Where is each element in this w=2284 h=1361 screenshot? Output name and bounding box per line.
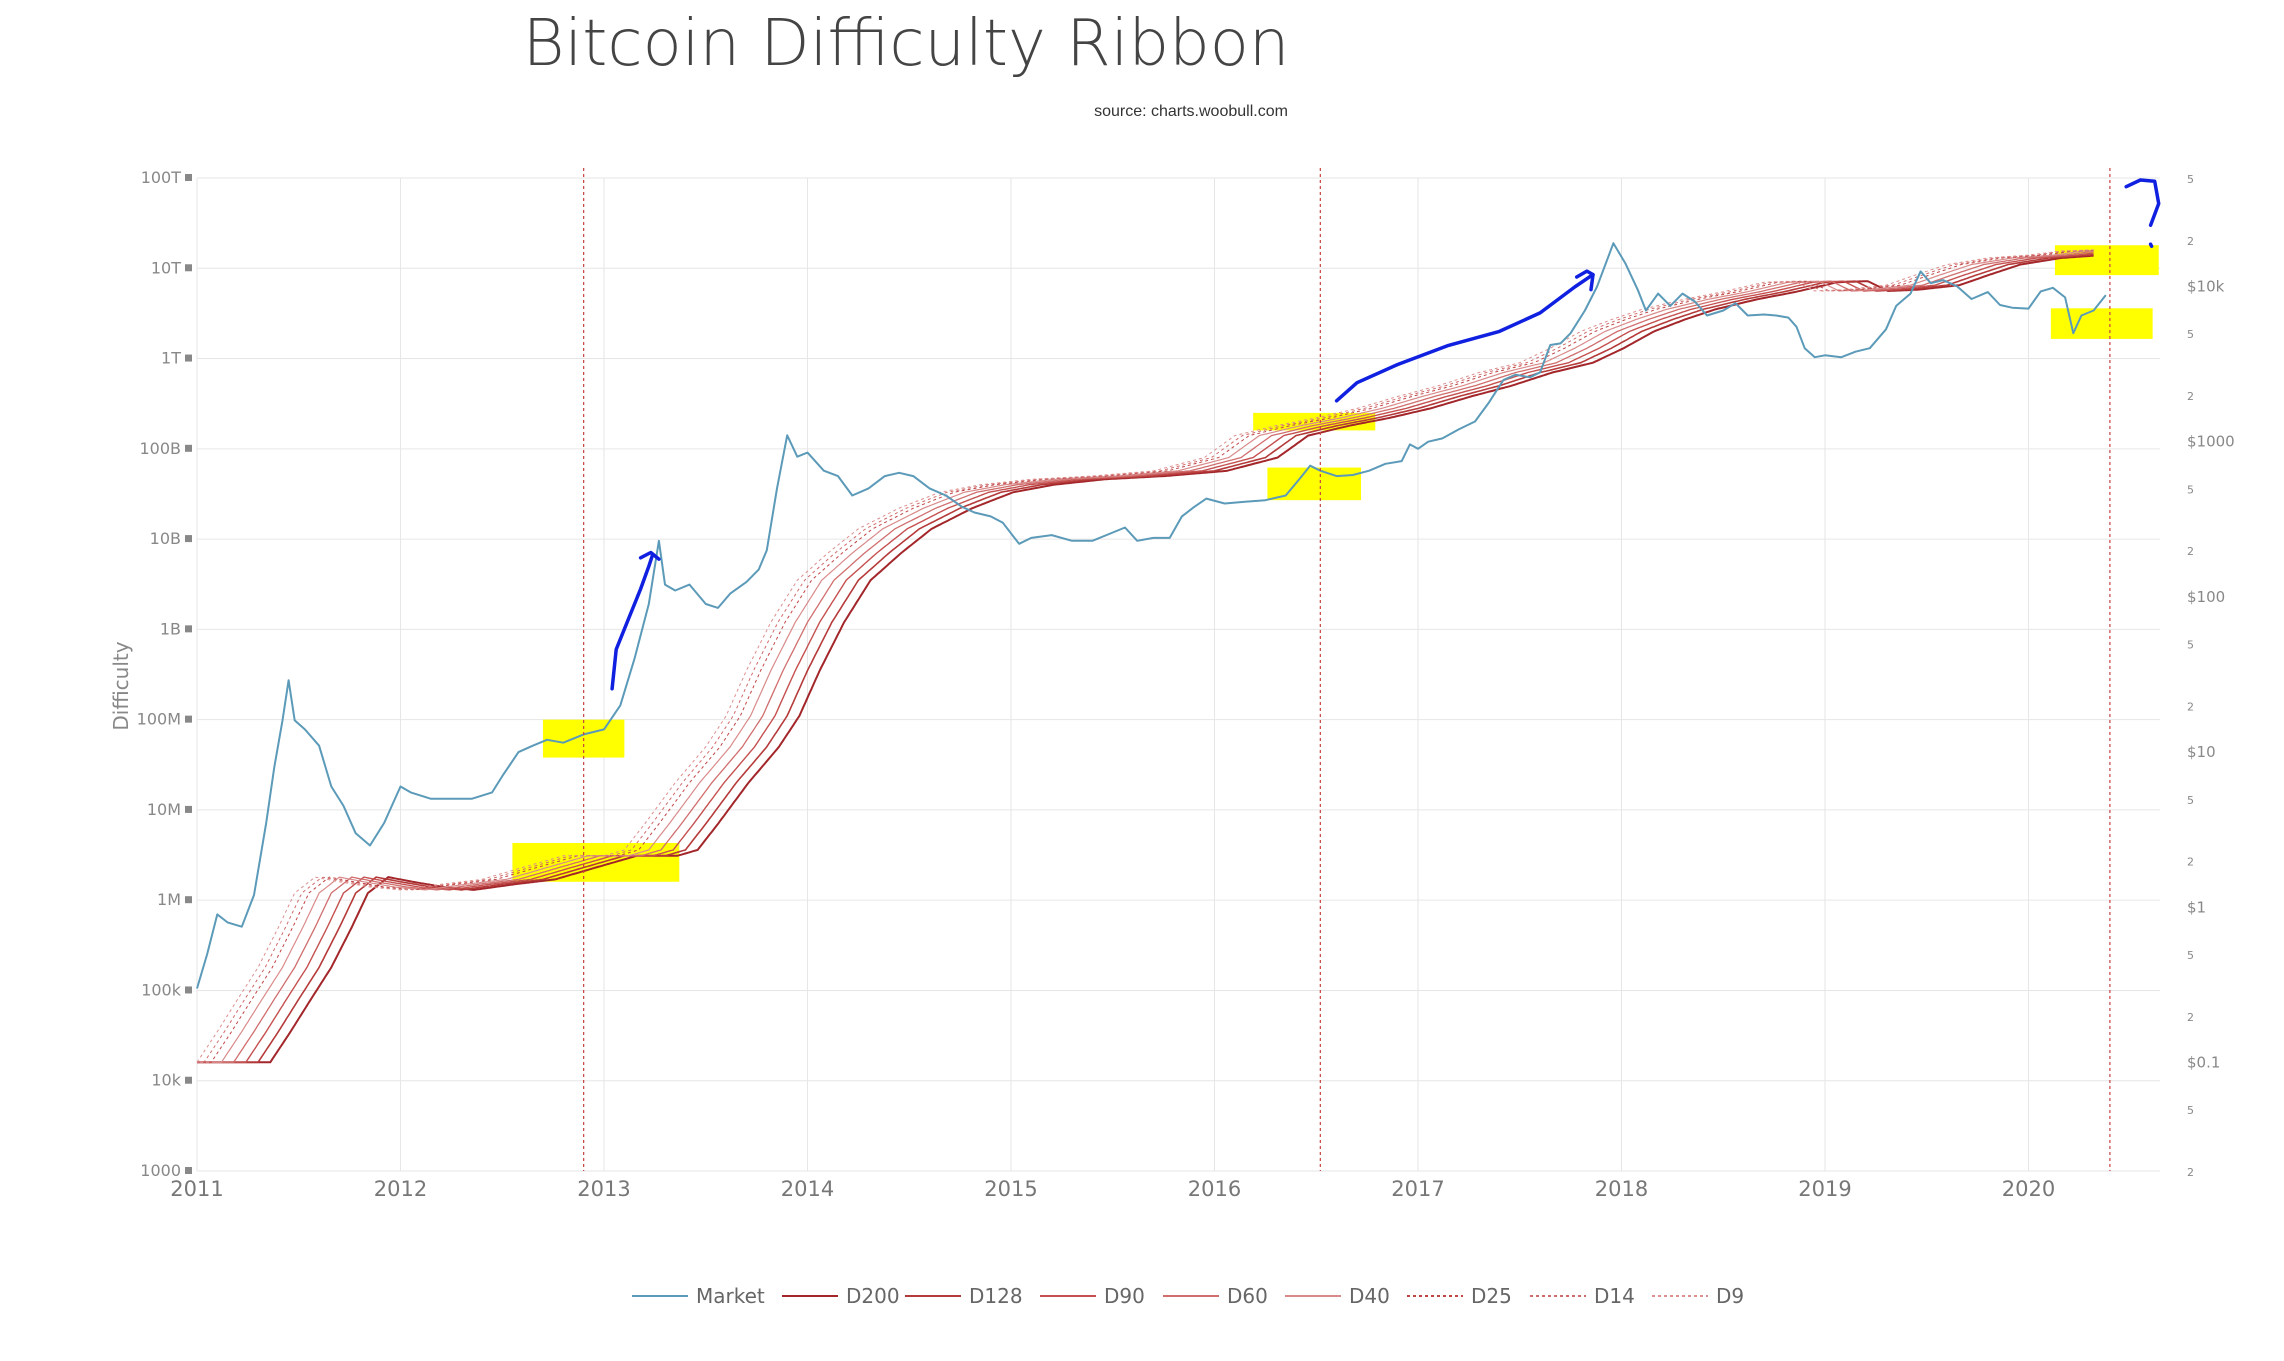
annotation-stroke bbox=[1334, 272, 1595, 403]
y-tick-label: 100M bbox=[137, 710, 181, 729]
y-axis-label: Difficulty bbox=[109, 641, 133, 730]
y-tick-mark bbox=[185, 264, 192, 272]
price-tick-label: $10k bbox=[2187, 277, 2225, 295]
y-tick-label: 1M bbox=[157, 890, 181, 909]
y-tick-mark bbox=[185, 354, 192, 362]
x-tick-label: 2020 bbox=[2002, 1177, 2055, 1201]
price-tick-label: 2 bbox=[2187, 1166, 2194, 1179]
y-tick-label: 10T bbox=[151, 258, 181, 277]
x-tick-label: 2014 bbox=[781, 1177, 834, 1201]
annotation-stroke bbox=[610, 552, 655, 691]
hand-drawn-annotations bbox=[610, 178, 2161, 691]
market-line bbox=[196, 242, 2107, 989]
legend-label: D40 bbox=[1349, 1284, 1390, 1308]
x-tick-label: 2018 bbox=[1595, 1177, 1648, 1201]
x-tick-label: 2011 bbox=[170, 1177, 223, 1201]
legend-label: Market bbox=[696, 1284, 765, 1308]
y-tick-label: 100B bbox=[139, 439, 181, 458]
price-tick-label: 5 bbox=[2187, 794, 2194, 807]
chart-subtitle: source: charts.woobull.com bbox=[1094, 103, 1288, 120]
y-tick-mark bbox=[185, 625, 192, 633]
annotation-stroke bbox=[1574, 269, 1595, 292]
price-tick-label: 2 bbox=[2187, 390, 2194, 403]
y-tick-label: 100k bbox=[141, 980, 182, 999]
market-series bbox=[196, 242, 2107, 989]
ribbon-line-d128 bbox=[197, 253, 2094, 1064]
highlight-box bbox=[2054, 245, 2159, 276]
legend-label: D200 bbox=[846, 1284, 900, 1308]
x-tick-label: 2015 bbox=[984, 1177, 1037, 1201]
difficulty-ribbon bbox=[196, 249, 2094, 1064]
price-tick-label: 5 bbox=[2187, 328, 2194, 341]
grid-lines bbox=[196, 177, 2160, 1172]
legend: Market D200 D128 D90 D60 D40 D25 D14 D9 bbox=[632, 1284, 1744, 1308]
annotation-stroke bbox=[2148, 242, 2154, 249]
x-axis-ticks: 2011 2012 2013 2014 2015 2016 2017 2018 2019 2020 bbox=[170, 1177, 2055, 1201]
y-tick-label: 1B bbox=[160, 619, 181, 638]
vertical-markers bbox=[583, 168, 2111, 1171]
annotation-stroke bbox=[2124, 178, 2161, 227]
ribbon-line-d14 bbox=[197, 249, 2094, 1063]
x-tick-label: 2012 bbox=[374, 1177, 427, 1201]
price-tick-label: 2 bbox=[2187, 700, 2194, 713]
y-tick-label: 10B bbox=[150, 529, 181, 548]
chart-title: Bitcoin Difficulty Ribbon bbox=[523, 7, 1290, 81]
y-tick-mark bbox=[185, 986, 192, 994]
price-tick-label: 5 bbox=[2187, 949, 2194, 962]
ribbon-line-d90 bbox=[197, 252, 2094, 1064]
price-tick-label: $100 bbox=[2187, 588, 2225, 606]
price-axis-ticks: 5 2 $10k 5 2 $1000 5 2 $100 5 2 $10 5 2 $1 5 2 $0.1 5 2 bbox=[2187, 173, 2235, 1179]
y-tick-label: 1T bbox=[161, 349, 181, 368]
price-tick-label: 5 bbox=[2187, 639, 2194, 652]
price-tick-label: 5 bbox=[2187, 483, 2194, 496]
legend-label: D25 bbox=[1471, 1284, 1512, 1308]
x-tick-label: 2016 bbox=[1188, 1177, 1241, 1201]
x-tick-label: 2013 bbox=[577, 1177, 630, 1201]
ribbon-line-d9 bbox=[196, 249, 2094, 1063]
y-tick-mark bbox=[185, 1076, 192, 1084]
annotation-stroke bbox=[638, 550, 661, 561]
legend-label: D14 bbox=[1594, 1284, 1635, 1308]
highlight-boxes bbox=[512, 245, 2159, 882]
price-tick-label: $0.1 bbox=[2187, 1054, 2220, 1072]
x-tick-label: 2017 bbox=[1391, 1177, 1444, 1201]
price-tick-label: 5 bbox=[2187, 1104, 2194, 1117]
highlight-box bbox=[512, 842, 680, 882]
y-tick-mark bbox=[185, 444, 192, 452]
y-tick-mark bbox=[185, 896, 192, 904]
price-tick-label: $1000 bbox=[2187, 433, 2235, 451]
y-axis-ticks: 1000 10k 100k 1M 10M 100M 1B 10B 100B 1T 10T 100T bbox=[137, 168, 192, 1180]
y-tick-label: 1000 bbox=[140, 1161, 181, 1180]
price-tick-label: $10 bbox=[2187, 743, 2216, 761]
y-tick-mark bbox=[185, 174, 192, 181]
ribbon-line-d60 bbox=[197, 250, 2094, 1063]
x-tick-label: 2019 bbox=[1798, 1177, 1851, 1201]
legend-label: D90 bbox=[1104, 1284, 1145, 1308]
price-tick-label: 2 bbox=[2187, 235, 2194, 248]
y-tick-mark bbox=[185, 535, 192, 543]
ribbon-line-d40 bbox=[197, 250, 2094, 1063]
y-tick-label: 10M bbox=[147, 800, 181, 819]
highlight-box bbox=[2050, 308, 2153, 339]
price-tick-label: $1 bbox=[2187, 898, 2206, 916]
legend-label: D9 bbox=[1716, 1284, 1744, 1308]
ribbon-line-d25 bbox=[197, 249, 2094, 1063]
highlight-box bbox=[1267, 467, 1362, 501]
y-tick-label: 10k bbox=[151, 1071, 181, 1090]
legend-label: D128 bbox=[969, 1284, 1023, 1308]
legend-label: D60 bbox=[1227, 1284, 1268, 1308]
price-tick-label: 5 bbox=[2187, 173, 2194, 186]
y-tick-mark bbox=[185, 805, 192, 813]
price-tick-label: 2 bbox=[2187, 856, 2194, 869]
y-tick-label: 100T bbox=[141, 168, 182, 187]
y-tick-mark bbox=[185, 1167, 192, 1174]
price-tick-label: 2 bbox=[2187, 1011, 2194, 1024]
price-tick-label: 2 bbox=[2187, 545, 2194, 558]
ribbon-line-d200 bbox=[197, 254, 2094, 1064]
y-tick-mark bbox=[185, 715, 192, 723]
